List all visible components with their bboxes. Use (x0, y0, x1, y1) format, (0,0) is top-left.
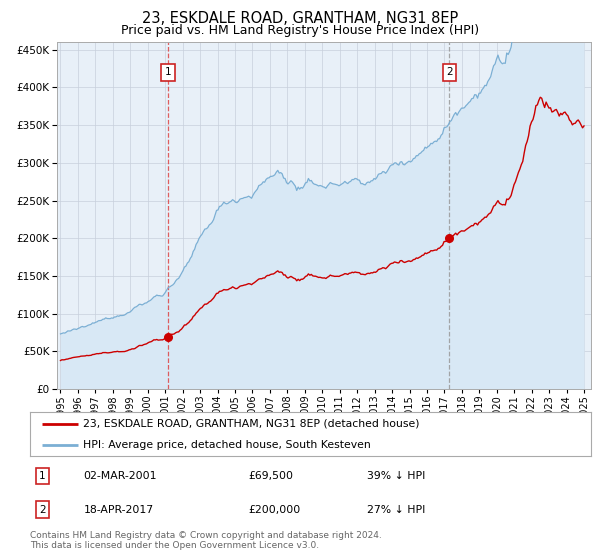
Text: Contains HM Land Registry data © Crown copyright and database right 2024.
This d: Contains HM Land Registry data © Crown c… (30, 531, 382, 550)
Text: 23, ESKDALE ROAD, GRANTHAM, NG31 8EP (detached house): 23, ESKDALE ROAD, GRANTHAM, NG31 8EP (de… (83, 419, 420, 429)
Text: 39% ↓ HPI: 39% ↓ HPI (367, 471, 425, 481)
Text: 2: 2 (446, 67, 453, 77)
Text: 1: 1 (164, 67, 172, 77)
Text: 27% ↓ HPI: 27% ↓ HPI (367, 505, 425, 515)
Text: 23, ESKDALE ROAD, GRANTHAM, NG31 8EP: 23, ESKDALE ROAD, GRANTHAM, NG31 8EP (142, 11, 458, 26)
Text: 02-MAR-2001: 02-MAR-2001 (83, 471, 157, 481)
Text: 1: 1 (39, 471, 46, 481)
Text: £200,000: £200,000 (249, 505, 301, 515)
Text: HPI: Average price, detached house, South Kesteven: HPI: Average price, detached house, Sout… (83, 440, 371, 450)
Text: 2: 2 (39, 505, 46, 515)
Text: Price paid vs. HM Land Registry's House Price Index (HPI): Price paid vs. HM Land Registry's House … (121, 24, 479, 36)
Text: 18-APR-2017: 18-APR-2017 (83, 505, 154, 515)
Text: £69,500: £69,500 (249, 471, 294, 481)
